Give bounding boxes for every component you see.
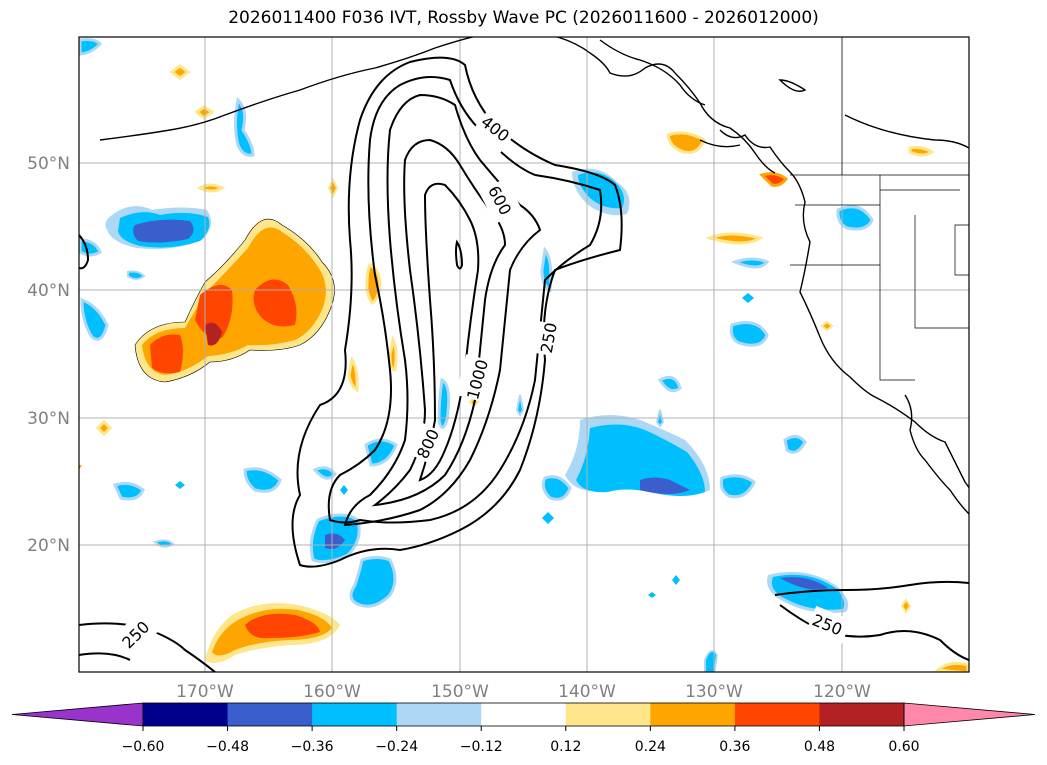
colorbar-swatch	[650, 703, 736, 726]
lon-label: 140°W	[558, 682, 616, 702]
lat-label: 50°N	[27, 154, 70, 174]
colorbar-swatch	[396, 703, 482, 726]
colorbar-swatch	[143, 703, 229, 726]
lon-label: 150°W	[431, 682, 489, 702]
positive-anomaly-south	[205, 602, 340, 664]
lon-label: 170°W	[176, 682, 234, 702]
colorbar-swatch	[227, 703, 313, 726]
colorbar-swatch	[819, 703, 905, 726]
lat-label: 40°N	[27, 281, 70, 301]
colorbar-swatch	[312, 703, 398, 726]
colorbar-tick-label: 0.60	[888, 739, 919, 755]
colorbar: −0.60 −0.48 −0.36 −0.24 −0.12 0.12 0.24 0.36 0.4…	[11, 702, 1036, 755]
colorbar-tick-label: −0.60	[122, 739, 165, 755]
political-borders	[790, 37, 969, 381]
colorbar-tick-label: 0.12	[550, 739, 581, 755]
colorbar-swatch	[734, 703, 820, 726]
colorbar-tick-label: 0.24	[635, 739, 666, 755]
colorbar-extend-high	[903, 702, 1036, 727]
colorbar-outline	[142, 702, 905, 727]
lon-label: 130°W	[685, 682, 743, 702]
longitude-labels: 170°W 160°W 150°W 140°W 130°W 120°W	[176, 682, 871, 702]
colorbar-swatch	[481, 703, 567, 726]
graticule	[79, 37, 969, 672]
plot-frame	[78, 36, 970, 673]
colorbar-tick-label: −0.24	[375, 739, 418, 755]
latitude-labels: 50°N 40°N 30°N 20°N	[27, 154, 70, 556]
colorbar-tick-label: −0.12	[460, 739, 503, 755]
lon-label: 160°W	[303, 682, 361, 702]
colorbar-tick-label: −0.48	[206, 739, 249, 755]
ivt-contours	[79, 56, 969, 672]
lon-label: 120°W	[813, 682, 871, 702]
colorbar-extend-low	[11, 702, 144, 727]
lat-label: 30°N	[27, 409, 70, 429]
colorbar-tick-label: 0.36	[719, 739, 750, 755]
map-title: 2026011400 F036 IVT, Rossby Wave PC (202…	[228, 8, 819, 28]
colorbar-tick-label: 0.48	[804, 739, 835, 755]
positive-anomaly-northwest	[134, 218, 335, 383]
colorbar-swatch	[565, 703, 651, 726]
positive-anomaly-spots	[79, 64, 969, 672]
lat-label: 20°N	[27, 536, 70, 556]
colorbar-tick-label: −0.36	[291, 739, 334, 755]
